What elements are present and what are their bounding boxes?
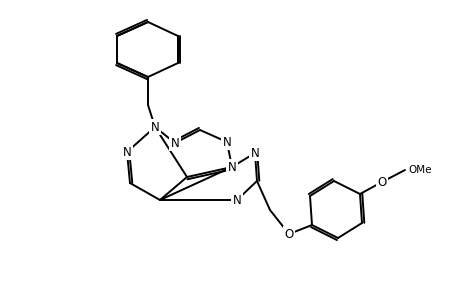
Text: O: O <box>376 176 386 188</box>
Text: N: N <box>232 194 241 206</box>
Text: N: N <box>250 146 259 160</box>
Text: N: N <box>227 160 236 173</box>
Text: N: N <box>150 121 159 134</box>
Text: N: N <box>123 146 131 158</box>
Text: N: N <box>222 136 231 148</box>
Text: O: O <box>284 227 293 241</box>
Text: OMe: OMe <box>407 165 431 175</box>
Text: N: N <box>170 136 179 149</box>
